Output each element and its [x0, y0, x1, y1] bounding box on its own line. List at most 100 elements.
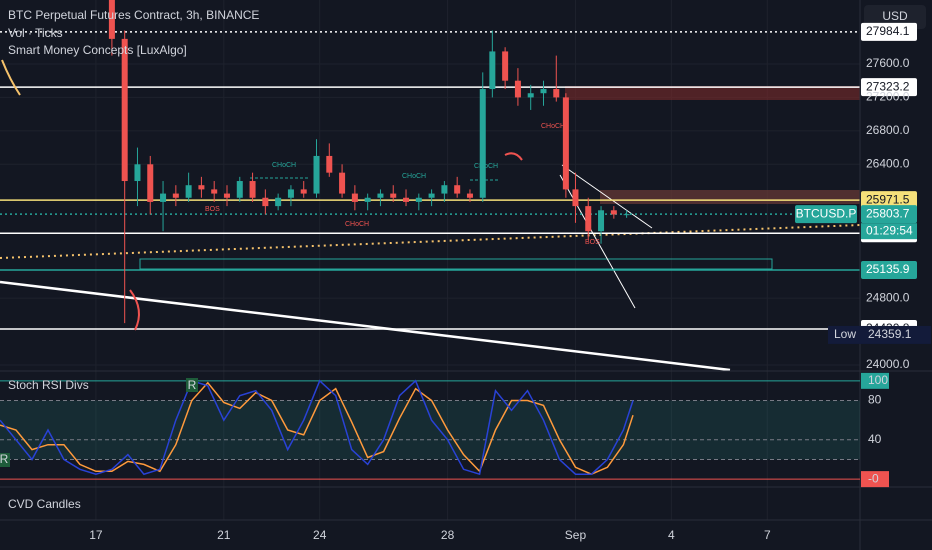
x-tick-label: 17	[89, 528, 103, 542]
y-tick-label: 24000.0	[866, 357, 910, 371]
indicator-label: Smart Money Concepts [LuxAlgo]	[8, 43, 187, 57]
stoch-tick-box	[861, 372, 889, 389]
order-block	[139, 258, 773, 270]
annotation: BOS	[585, 239, 600, 246]
wedge-line	[561, 164, 653, 229]
low-value: 24359.1	[868, 327, 912, 341]
chart-title: BTC Perpetual Futures Contract, 3h, BINA…	[8, 8, 259, 22]
annotation: BOS	[205, 206, 220, 213]
low-box	[828, 325, 931, 344]
drawn-arrow	[129, 289, 140, 331]
candle-body	[428, 193, 435, 198]
candle-body	[562, 97, 569, 190]
candle-body	[339, 172, 346, 194]
price-label-box	[861, 261, 917, 280]
candle-body	[236, 181, 243, 198]
candle-body	[527, 93, 534, 98]
candle-body	[540, 89, 547, 94]
price-label: 25135.9	[866, 262, 910, 276]
stoch-tick-label: -0	[868, 471, 879, 485]
stoch-tick-label: 40	[868, 432, 882, 446]
annotation: CHoCH	[272, 162, 296, 169]
order-block	[600, 190, 860, 204]
symbol-label: BTCUSD.P	[796, 206, 857, 220]
candle-body	[262, 197, 269, 207]
candle-body	[108, 0, 115, 39]
candle-body	[403, 197, 410, 202]
div-label: R	[188, 378, 197, 392]
candle-body	[275, 197, 282, 207]
candle-body	[351, 193, 358, 202]
candle-body	[598, 210, 605, 232]
y-tick-label: 24800.0	[866, 290, 910, 304]
candle-body	[185, 185, 192, 198]
y-tick-label: 27600.0	[866, 56, 910, 70]
x-tick-label: Sep	[565, 528, 587, 542]
candle-body	[585, 206, 592, 232]
trend-line	[0, 280, 731, 372]
stoch-tick-box	[861, 471, 889, 488]
currency[interactable]: USD	[882, 9, 908, 23]
low-tag: Low	[834, 327, 856, 341]
annotation: CHoCH	[402, 173, 426, 180]
candle-body	[610, 210, 617, 215]
drawn-arrow	[504, 152, 523, 161]
price-label: 25803.7	[866, 206, 910, 220]
stoch-line	[0, 379, 634, 476]
div-label: R	[0, 452, 9, 466]
candle-body	[489, 51, 496, 90]
candle-body	[502, 51, 509, 81]
candle-body	[313, 155, 320, 194]
price-label: 27323.2	[866, 79, 910, 93]
x-tick-label: 21	[217, 528, 231, 542]
y-tick-label: 26800.0	[866, 123, 910, 137]
candle-body	[326, 155, 333, 173]
y-tick-label: 27200.0	[866, 90, 910, 104]
x-tick-label: 28	[441, 528, 455, 542]
candle-body	[147, 164, 154, 202]
candle-body	[514, 80, 521, 98]
candle-body	[623, 214, 630, 216]
price-label-box	[861, 22, 917, 41]
candle-body	[364, 197, 371, 202]
price-label: 25971.5	[866, 192, 910, 206]
candle-body	[134, 164, 141, 182]
candle-body	[121, 38, 128, 182]
div-marker	[186, 378, 198, 392]
candle-body	[172, 193, 179, 198]
y-tick-label: 26400.0	[866, 156, 910, 170]
candle-body	[415, 197, 422, 202]
indicator-label: Vol · Ticks	[8, 26, 63, 40]
annotation: CHoCH	[474, 163, 498, 170]
price-label-box	[861, 78, 917, 97]
candle-body	[377, 193, 384, 198]
candle-body	[287, 189, 294, 198]
candle-body	[479, 89, 486, 198]
price-label: 27984.1	[866, 24, 910, 38]
candle-body	[572, 189, 579, 207]
x-tick-label: 4	[668, 528, 675, 542]
price-label-box	[861, 205, 917, 224]
candle-body	[300, 189, 307, 194]
order-block	[565, 86, 860, 100]
candle-body	[160, 193, 167, 202]
price-label-box	[861, 191, 917, 210]
candle-body	[454, 185, 461, 194]
pane-title: CVD Candles	[8, 497, 81, 511]
annotation: CHoCH	[345, 221, 369, 228]
symbol-box	[795, 205, 857, 224]
candle-body	[223, 193, 230, 198]
x-tick-label: 7	[764, 528, 771, 542]
drawn-arrow	[1, 59, 21, 96]
stoch-tick-label: 100	[868, 373, 888, 387]
candle-body	[249, 181, 256, 198]
stoch-tick-label: 80	[868, 393, 882, 407]
countdown-box	[861, 223, 917, 240]
candle-body	[466, 193, 473, 198]
candle-body	[211, 189, 218, 194]
candle-body	[441, 185, 448, 194]
pane-title: Stoch RSI Divs	[8, 378, 89, 392]
candle-body	[198, 185, 205, 190]
